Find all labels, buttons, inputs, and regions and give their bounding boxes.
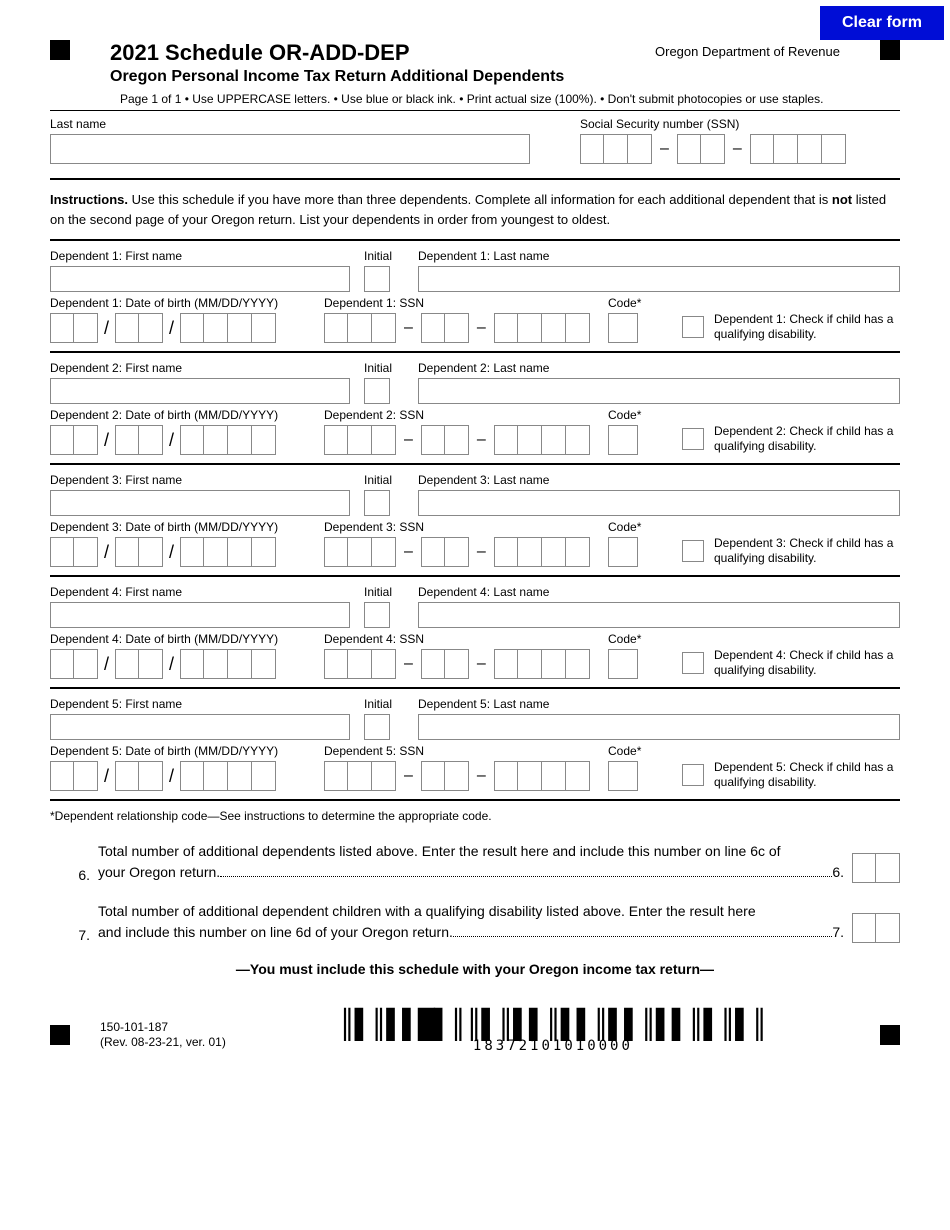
footer-form-info: 150-101-187 (Rev. 08-23-21, ver. 01) — [100, 1020, 226, 1051]
ssn-label: Social Security number (SSN) — [580, 117, 846, 131]
dept-name: Oregon Department of Revenue — [655, 44, 880, 59]
dep-2-initial[interactable] — [364, 378, 390, 404]
dep-4-first-name[interactable] — [50, 602, 350, 628]
line-6-input[interactable] — [852, 853, 900, 883]
form-title: 2021 Schedule OR-ADD-DEP — [110, 40, 655, 66]
must-include-note: —You must include this schedule with you… — [50, 961, 900, 977]
form-subtitle: Oregon Personal Income Tax Return Additi… — [110, 68, 655, 86]
last-name-input[interactable] — [50, 134, 530, 164]
dep-3-first-name[interactable] — [50, 490, 350, 516]
page-info: Page 1 of 1 • Use UPPERCASE letters. • U… — [50, 86, 900, 110]
dep-4-last-name[interactable] — [418, 602, 900, 628]
dep-3-code[interactable] — [608, 537, 638, 567]
dep-5-last-name[interactable] — [418, 714, 900, 740]
dep-3-ssn[interactable]: – – — [324, 537, 594, 567]
dep-1-ssn[interactable]: – – — [324, 313, 594, 343]
dep-5-ssn[interactable]: – – — [324, 761, 594, 791]
dep-5-dob[interactable]: / / — [50, 761, 310, 791]
line-7-input[interactable] — [852, 913, 900, 943]
barcode: ║▌║▌▌█▌║║▌║▌▌║▌▌║▌▌║▌▌║▌║▌║ 183721010100… — [339, 1017, 767, 1054]
dep-5-disability-checkbox[interactable] — [682, 764, 704, 786]
line-7-num: 7. — [70, 927, 90, 943]
dep-1-dob[interactable]: / / — [50, 313, 310, 343]
registration-mark-br — [880, 1025, 900, 1045]
dep-2-last-name[interactable] — [418, 378, 900, 404]
dep-3-dob[interactable]: / / — [50, 537, 310, 567]
dep-4-ssn[interactable]: – – — [324, 649, 594, 679]
dep-4-dob[interactable]: / / — [50, 649, 310, 679]
dep-2-ssn[interactable]: – – — [324, 425, 594, 455]
dep-1-initial[interactable] — [364, 266, 390, 292]
instructions: Instructions. Use this schedule if you h… — [50, 178, 900, 241]
dep-2-first-name[interactable] — [50, 378, 350, 404]
footnote: *Dependent relationship code—See instruc… — [50, 801, 900, 841]
dep-2-dob[interactable]: / / — [50, 425, 310, 455]
dep-1-last-name[interactable] — [418, 266, 900, 292]
dep-4-code[interactable] — [608, 649, 638, 679]
clear-form-button[interactable]: Clear form — [820, 6, 944, 40]
registration-mark-tr — [880, 40, 900, 60]
dep-1-first-name[interactable] — [50, 266, 350, 292]
dep-5-first-name[interactable] — [50, 714, 350, 740]
dep-4-disability-checkbox[interactable] — [682, 652, 704, 674]
registration-mark-bl — [50, 1025, 70, 1045]
dep-2-code[interactable] — [608, 425, 638, 455]
dep-2-disability-checkbox[interactable] — [682, 428, 704, 450]
dep-3-last-name[interactable] — [418, 490, 900, 516]
dep-3-disability-checkbox[interactable] — [682, 540, 704, 562]
last-name-label: Last name — [50, 117, 530, 131]
dep-1-disability-checkbox[interactable] — [682, 316, 704, 338]
dep-5-initial[interactable] — [364, 714, 390, 740]
dep-3-initial[interactable] — [364, 490, 390, 516]
dep-4-initial[interactable] — [364, 602, 390, 628]
registration-mark-tl — [50, 40, 70, 60]
line-6-num: 6. — [70, 867, 90, 883]
ssn-input-group[interactable]: – – — [580, 134, 846, 164]
dep-5-code[interactable] — [608, 761, 638, 791]
dep-1-code[interactable] — [608, 313, 638, 343]
